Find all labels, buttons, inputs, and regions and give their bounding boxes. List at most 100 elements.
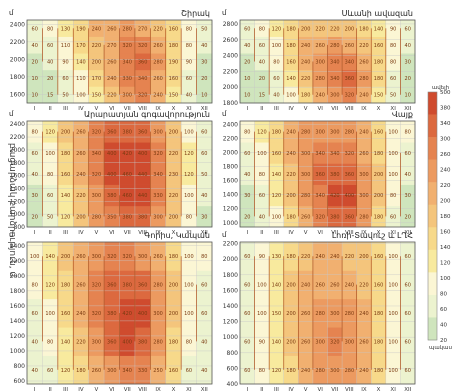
contour-value-label: 240 [359, 368, 369, 374]
contour-value-label: 40 [405, 172, 411, 178]
contour-value-label: 300 [153, 130, 163, 136]
heat-cell [371, 121, 387, 143]
panel-title: Արարատյան գոգավորություն [84, 110, 210, 119]
heat-cell [88, 36, 105, 54]
contour-value-label: 60 [244, 26, 250, 32]
contour-value-label: 380 [330, 214, 340, 220]
heat-cell [73, 53, 90, 71]
month-label: XII [404, 230, 411, 236]
contour-value-label: 300 [359, 172, 369, 178]
heat-cell [400, 69, 416, 87]
heat-cell [327, 205, 343, 228]
contour-value-label: 320 [92, 172, 102, 178]
heat-cell [327, 86, 343, 104]
contour-value-label: 120 [61, 214, 71, 220]
contour-value-label: 60 [390, 76, 396, 82]
contour-value-label: 300 [330, 130, 340, 136]
heat-cell [327, 184, 343, 207]
month-label: III [274, 106, 279, 112]
contour-value-label: 150 [92, 93, 102, 99]
heat-cell [298, 121, 314, 143]
heat-cell [283, 69, 299, 87]
contour-value-label: 280 [92, 214, 102, 220]
contour-value-label: 90 [186, 60, 192, 66]
heat-cell [134, 86, 151, 104]
contour-value-label: 60 [405, 26, 411, 32]
contour-value-label: 80 [259, 172, 265, 178]
heat-cell [88, 184, 105, 207]
heat-cell [150, 69, 167, 87]
heat-cell [42, 69, 59, 87]
contour-value-label: 40 [201, 193, 207, 199]
heat-cell [165, 184, 182, 207]
heat-cell [298, 242, 314, 271]
heat-cell [57, 163, 74, 185]
heat-cell [385, 270, 401, 300]
heat-cell [283, 242, 299, 271]
contour-value-label: 100 [272, 43, 282, 49]
month-label: XII [201, 106, 208, 112]
contour-value-label: 150 [374, 93, 384, 99]
contour-value-label: 200 [301, 26, 311, 32]
contour-value-label: 60 [47, 368, 53, 374]
legend-tick-label: 500 [440, 90, 451, 96]
heat-cell [356, 20, 372, 37]
contour-value-label: 180 [61, 283, 71, 289]
month-label: IX [361, 106, 367, 112]
heat-cell [342, 270, 358, 300]
heat-cell [150, 242, 167, 271]
contour-value-label: 280 [122, 26, 132, 32]
heat-cell [104, 69, 120, 87]
y-tick-label: 2200 [223, 241, 238, 248]
contour-value-label: 120 [257, 130, 267, 136]
month-label: VIII [138, 230, 147, 236]
contour-value-label: 300 [92, 193, 102, 199]
contour-value-label: 320 [107, 254, 117, 260]
y-tick-label: 1800 [223, 100, 238, 107]
contour-value-label: 140 [76, 60, 86, 66]
contour-value-label: 40 [32, 368, 38, 374]
heat-cell [181, 355, 197, 385]
contour-value-label: 380 [107, 311, 117, 317]
panel-frame [239, 120, 416, 228]
heat-cell [165, 142, 182, 164]
legend-tick-label: 180 [440, 214, 451, 220]
contour-value-label: 20 [47, 76, 53, 82]
contour-value-label: 260 [76, 283, 86, 289]
contour-value-label: 100 [257, 151, 267, 157]
panel-5: 1000 1200 1400 1600 1800 2000 2200 2400 20 40 100 1… [222, 110, 416, 236]
contour-value-label: 360 [345, 172, 355, 178]
heat-cell [254, 69, 270, 87]
contour-value-label: 160 [374, 130, 384, 136]
heat-cell [134, 142, 151, 164]
heat-cell [298, 163, 314, 185]
heat-cell [327, 163, 343, 185]
contour-value-label: 200 [169, 214, 179, 220]
contour-value-label: 230 [169, 172, 179, 178]
y-tick-label: 2200 [223, 68, 238, 75]
heat-cell [269, 20, 285, 37]
heat-cell [283, 86, 299, 104]
heat-cell [269, 121, 285, 143]
contour-value-label: 400 [107, 172, 117, 178]
panel-frame [26, 120, 213, 228]
heat-cell [181, 142, 197, 164]
legend-swatch [428, 159, 437, 183]
heat-cell [356, 53, 372, 71]
heat-cell [400, 53, 416, 71]
unit-label: մ [222, 9, 227, 17]
legend-tick-label: 20 [440, 338, 447, 344]
contour-value-label: 360 [107, 283, 117, 289]
contour-value-label: 130 [61, 26, 71, 32]
heat-cell [119, 327, 136, 356]
month-label: IX [155, 106, 161, 112]
heat-cell [269, 86, 285, 104]
panel-6: 400 600 800 1000 1200 1400 1600 1800 2000 2200 60 8… [222, 231, 416, 392]
heat-cell [269, 53, 285, 71]
heat-cell [371, 205, 387, 228]
contour-value-label: 180 [374, 214, 384, 220]
heat-cell [104, 355, 120, 385]
heat-cell [42, 86, 59, 104]
heat-cell [196, 205, 213, 228]
